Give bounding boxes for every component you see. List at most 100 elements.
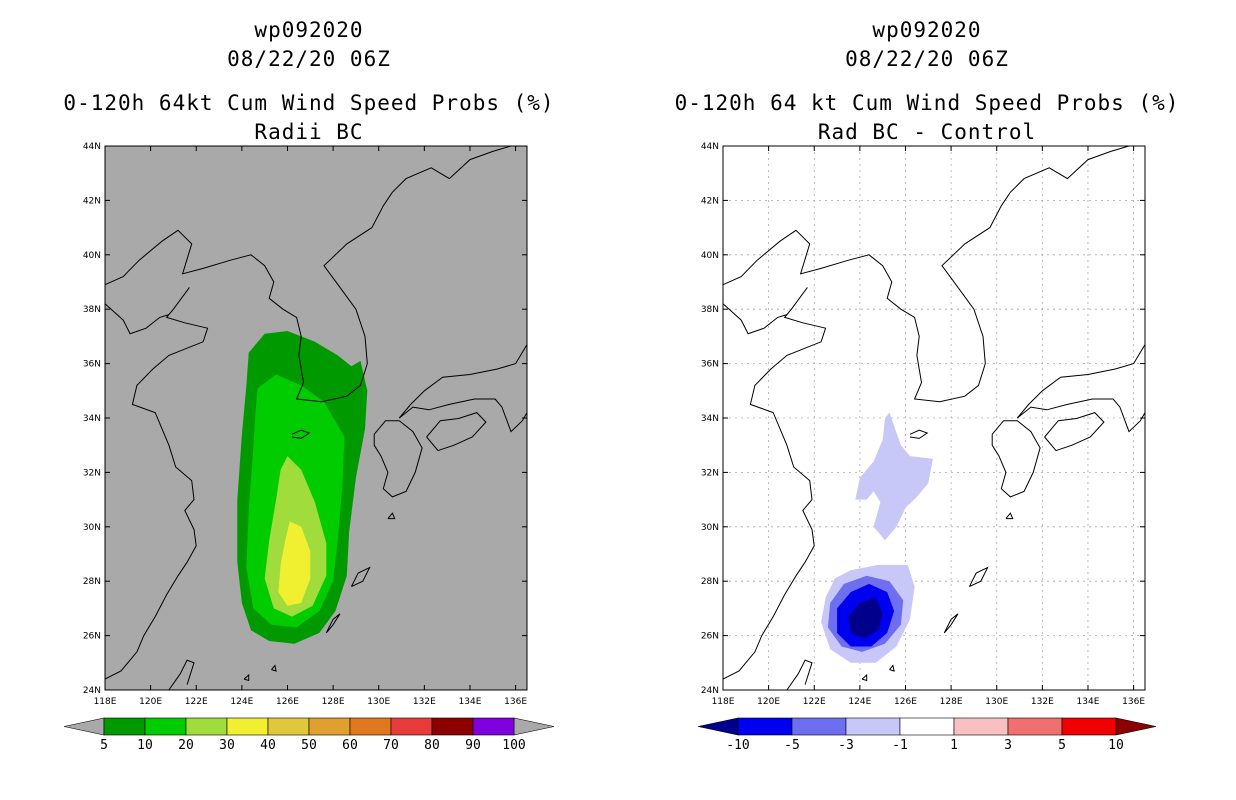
lat-tick-label: 26N bbox=[83, 632, 101, 642]
datetime: 08/22/20 06Z bbox=[845, 47, 1009, 71]
coastline bbox=[943, 613, 959, 634]
lon-tick-label: 118E bbox=[712, 697, 735, 707]
colorbar-low-arrow bbox=[63, 717, 105, 736]
chart-subtitle: Radii BC bbox=[254, 120, 364, 144]
colorbar-label: 50 bbox=[301, 738, 317, 753]
lon-tick-label: 122E bbox=[185, 697, 208, 707]
coastline bbox=[398, 344, 528, 419]
lat-tick-label: 44N bbox=[701, 142, 719, 152]
contour-level--10 bbox=[848, 597, 883, 639]
lat-tick-label: 26N bbox=[701, 632, 719, 642]
colorbar-segment bbox=[791, 717, 847, 736]
coastline bbox=[786, 659, 813, 691]
lon-tick-label: 120E bbox=[139, 697, 162, 707]
coastline bbox=[291, 429, 311, 439]
contour-level--1 bbox=[855, 412, 933, 541]
lat-tick-label: 36N bbox=[701, 360, 719, 370]
lon-tick-label: 134E bbox=[459, 697, 482, 707]
colorbar-label: -10 bbox=[726, 738, 749, 753]
colorbar-segment bbox=[737, 717, 793, 736]
lon-tick-label: 120E bbox=[757, 697, 780, 707]
coastline bbox=[243, 673, 250, 682]
colorbar-label: 20 bbox=[178, 738, 194, 753]
lon-tick-label: 122E bbox=[803, 697, 826, 707]
lat-tick-label: 42N bbox=[83, 196, 101, 206]
lat-tick-label: 28N bbox=[701, 577, 719, 587]
colorbar-segment bbox=[390, 717, 433, 736]
coastline bbox=[1016, 344, 1146, 419]
lat-tick-label: 30N bbox=[83, 523, 101, 533]
coastline bbox=[722, 303, 788, 335]
colorbar-segment bbox=[953, 717, 1009, 736]
colorbar-label: 70 bbox=[383, 738, 399, 753]
colorbar-label: 1 bbox=[950, 738, 958, 753]
coastline bbox=[722, 145, 1130, 403]
colorbar-high-arrow bbox=[1115, 717, 1157, 736]
contour-level-30 bbox=[278, 521, 311, 606]
lon-tick-label: 128E bbox=[322, 697, 345, 707]
colorbar-label: 80 bbox=[424, 738, 440, 753]
colorbar-label: -5 bbox=[784, 738, 800, 753]
left-chart: 118E 120E 122E 124E 126E 128E 130E 132E 134E 136E… bbox=[63, 142, 555, 753]
chart-subtitle: Rad BC - Control bbox=[817, 120, 1037, 144]
storm-id: wp092020 bbox=[254, 18, 364, 42]
colorbar-segment bbox=[267, 717, 310, 736]
lat-tick-label: 32N bbox=[83, 468, 101, 478]
lat-tick-label: 36N bbox=[83, 360, 101, 370]
coastline bbox=[861, 673, 868, 682]
coastline bbox=[1016, 398, 1146, 433]
coastline bbox=[104, 303, 170, 335]
lat-tick-label: 42N bbox=[701, 196, 719, 206]
lat-tick-label: 24N bbox=[701, 686, 719, 696]
colorbar-segment bbox=[144, 717, 187, 736]
colorbar-label: 40 bbox=[260, 738, 276, 753]
coastline bbox=[968, 566, 989, 588]
coastline bbox=[168, 659, 195, 691]
datetime: 08/22/20 06Z bbox=[227, 47, 391, 71]
lat-tick-label: 40N bbox=[701, 251, 719, 261]
lon-tick-label: 130E bbox=[367, 697, 390, 707]
colorbar-label: 5 bbox=[1058, 738, 1066, 753]
lon-tick-label: 126E bbox=[894, 697, 917, 707]
coastline bbox=[426, 412, 487, 452]
colorbar-segment bbox=[1061, 717, 1117, 736]
lon-tick-label: 128E bbox=[940, 697, 963, 707]
colorbar-label: -1 bbox=[892, 738, 908, 753]
lon-tick-label: 126E bbox=[276, 697, 299, 707]
right-panel: wp092020 08/22/20 06Z 0-120h 64 kt Cum W… bbox=[618, 0, 1236, 800]
colorbar-segment bbox=[349, 717, 392, 736]
colorbar-segment bbox=[431, 717, 474, 736]
lon-tick-label: 124E bbox=[848, 697, 871, 707]
colorbar-label: 30 bbox=[219, 738, 235, 753]
chart-title: 0-120h 64 kt Cum Wind Speed Probs (%) bbox=[674, 91, 1180, 115]
colorbar-segment bbox=[185, 717, 228, 736]
coastline bbox=[889, 664, 895, 672]
lat-tick-label: 44N bbox=[83, 142, 101, 152]
coastline bbox=[387, 512, 396, 520]
lon-tick-label: 132E bbox=[1031, 697, 1054, 707]
coastline bbox=[104, 287, 209, 680]
coastline bbox=[373, 420, 423, 498]
lat-tick-label: 32N bbox=[701, 468, 719, 478]
chart-title: 0-120h 64kt Cum Wind Speed Probs (%) bbox=[63, 91, 555, 115]
colorbar-segment bbox=[103, 717, 146, 736]
colorbar-segment bbox=[308, 717, 351, 736]
coastline bbox=[350, 566, 371, 588]
lat-tick-label: 28N bbox=[83, 577, 101, 587]
right-chart: 118E 120E 122E 124E 126E 128E 130E 132E 134E 136E… bbox=[697, 142, 1157, 753]
colorbar-label: 5 bbox=[100, 738, 108, 753]
lon-tick-label: 136E bbox=[1122, 697, 1145, 707]
lat-tick-label: 38N bbox=[701, 305, 719, 315]
lat-tick-label: 34N bbox=[83, 414, 101, 424]
lon-tick-label: 134E bbox=[1077, 697, 1100, 707]
storm-id: wp092020 bbox=[872, 18, 982, 42]
lat-tick-label: 30N bbox=[701, 523, 719, 533]
coastline bbox=[909, 429, 929, 439]
lat-tick-label: 34N bbox=[701, 414, 719, 424]
colorbar-label: 60 bbox=[342, 738, 358, 753]
colorbar-label: 100 bbox=[502, 738, 525, 753]
lon-tick-label: 132E bbox=[413, 697, 436, 707]
lat-tick-label: 40N bbox=[83, 251, 101, 261]
coastline bbox=[104, 145, 512, 403]
colorbar-high-arrow bbox=[513, 717, 555, 736]
